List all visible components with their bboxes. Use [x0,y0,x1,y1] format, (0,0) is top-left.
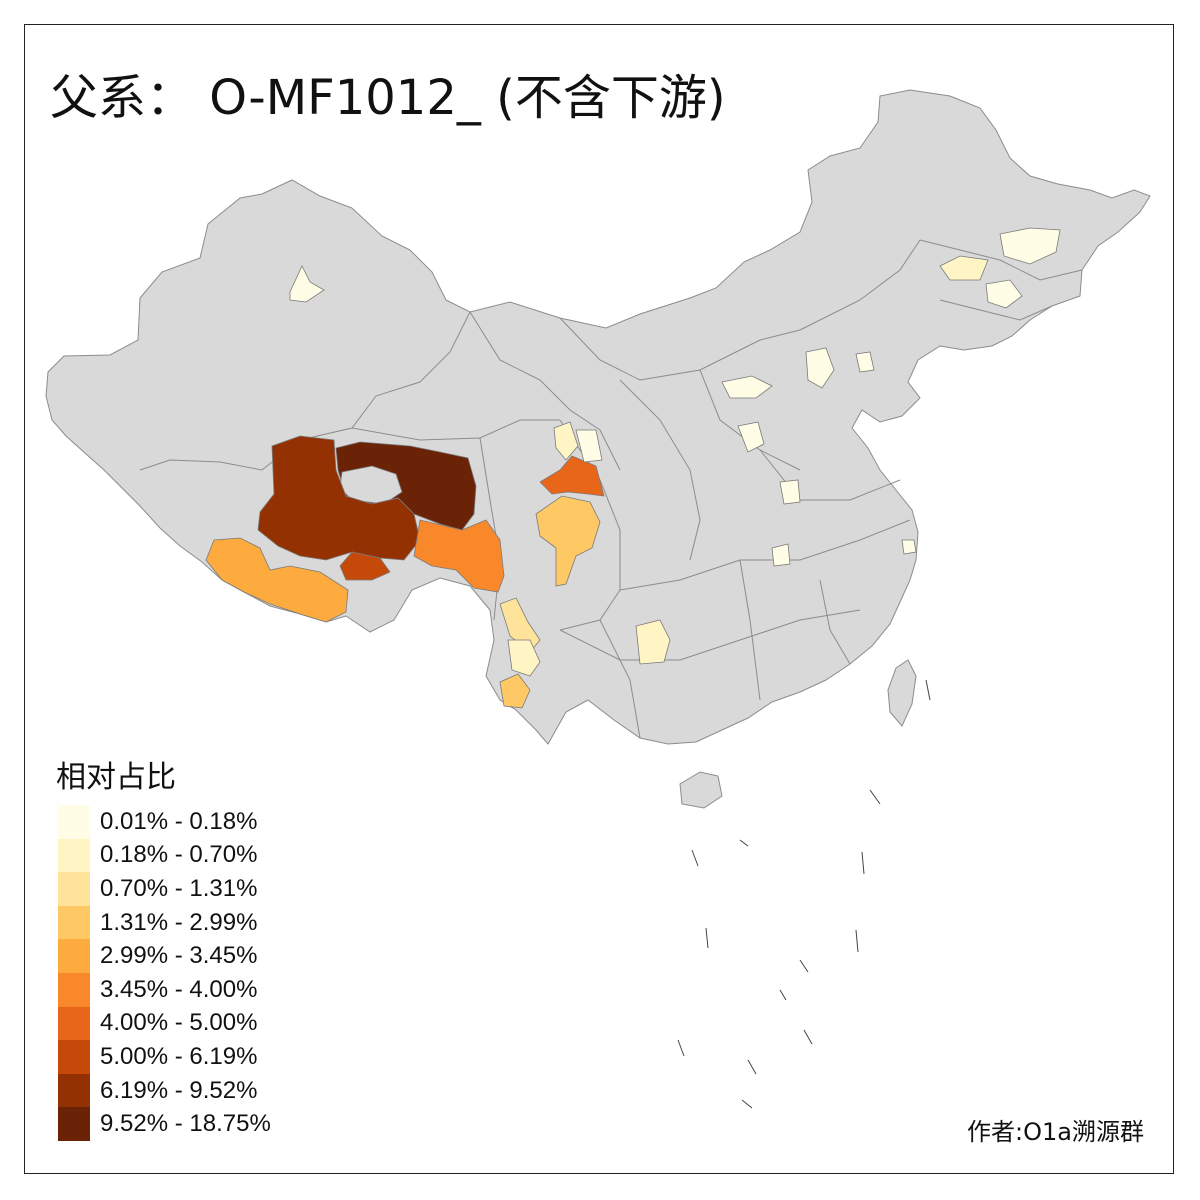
legend-label: 9.52% - 18.75% [100,1110,271,1138]
legend-swatch [58,1040,90,1074]
legend-label: 1.31% - 2.99% [100,908,258,936]
region-yunnan-south [499,673,531,709]
legend-item: 0.18% - 0.70% [58,838,271,873]
hunan-jiangxi-boundary [739,559,761,701]
xinjiang-boundary [139,311,471,471]
region-qinghai-south [257,435,421,561]
legend-item: 1.31% - 2.99% [58,905,271,940]
island-dash-4 [855,929,859,953]
region-tianjin [855,351,875,373]
legend-label: 0.18% - 0.70% [100,841,258,869]
south-boundary [559,609,861,661]
legend-swatch [58,1107,90,1141]
region-gansu-ne [575,429,603,463]
legend-label: 0.01% - 0.18% [100,807,258,835]
legend-item: 0.70% - 1.31% [58,872,271,906]
legend-label: 6.19% - 9.52% [100,1076,258,1104]
island-dash-11 [739,839,749,847]
legend-swatch [58,1006,90,1041]
region-tibet-south [205,537,349,623]
island-dash-13 [779,989,787,1001]
taiwan-island [887,659,917,727]
region-shanxi [737,421,765,453]
region-yunnan-mid [507,639,541,677]
region-hubei [771,543,791,567]
region-shanghai [901,539,917,555]
region-hebei [805,347,835,389]
region-yushu [413,519,505,593]
legend-swatch [58,939,90,973]
legend-label: 5.00% - 6.19% [100,1042,258,1070]
region-nagqu [339,551,391,581]
legend-item: 5.00% - 6.19% [58,1040,271,1074]
region-yunnan-north [499,597,541,653]
legend-swatch [58,972,90,1007]
region-gansu-north [553,421,579,461]
legend-item: 4.00% - 5.00% [58,1006,271,1041]
island-dash-6 [677,1039,685,1057]
island-dash-7 [803,1029,813,1045]
legend-item: 9.52% - 18.75% [58,1107,271,1141]
legend-swatch [58,838,90,873]
region-gansu-south [539,455,605,497]
legend-swatch [58,905,90,940]
legend-item: 6.19% - 9.52% [58,1073,271,1108]
island-dash-12 [799,959,809,973]
south-sea-islands [677,679,931,1109]
region-xinjiang-north [289,265,325,303]
legend-swatch [58,805,90,839]
legend-swatch [58,1073,90,1108]
gansu-boundary [469,311,621,471]
henan-shandong-boundary [759,449,901,501]
island-dash-10 [925,679,931,701]
province-boundaries [139,239,1083,739]
jilin-liaoning-boundary [939,299,1053,321]
island-dash-2 [869,789,881,805]
map-title: 父系： O-MF1012_ (不含下游) [50,70,726,126]
region-sichuan-west [535,495,601,587]
value-regions [205,227,1061,709]
legend-label: 2.99% - 3.45% [100,942,258,970]
hainan-island [679,771,723,809]
central-boundary [619,519,911,591]
author-credit: 作者:O1a溯源群 [967,1118,1144,1146]
region-heilongjiang [999,227,1061,265]
legend-item: 3.45% - 4.00% [58,972,271,1007]
region-henan [779,479,801,505]
mainland-china [45,89,1151,745]
legend-label: 0.70% - 1.31% [100,874,258,902]
island-dash-8 [741,1099,753,1109]
legend-label: 3.45% - 4.00% [100,975,258,1003]
legend-item: 2.99% - 3.45% [58,939,271,973]
inner-mongolia-boundary [559,239,921,381]
fujian-boundary [819,579,851,665]
legend-item: 0.01% - 0.18% [58,805,271,839]
region-jilin [939,255,989,281]
legend-label: 4.00% - 5.00% [100,1009,258,1037]
region-guizhou [635,619,671,665]
island-dash-3 [861,851,865,875]
island-dash-9 [747,1059,757,1075]
shanxi-hebei-boundary [699,369,801,471]
legend-title: 相对占比 [56,760,176,795]
shaanxi-boundary [619,379,701,561]
legend: 0.01% - 0.18% 0.18% - 0.70% 0.70% - 1.31… [58,805,271,1141]
northeast-boundary [919,239,1083,281]
legend-swatch [58,872,90,906]
island-dash-5 [705,927,709,949]
yunnan-guangxi-boundary [599,619,641,739]
island-dash-1 [691,849,699,867]
region-liaoning [985,279,1023,309]
region-inner-mongolia-south [721,375,773,399]
map-frame [24,24,1174,1174]
